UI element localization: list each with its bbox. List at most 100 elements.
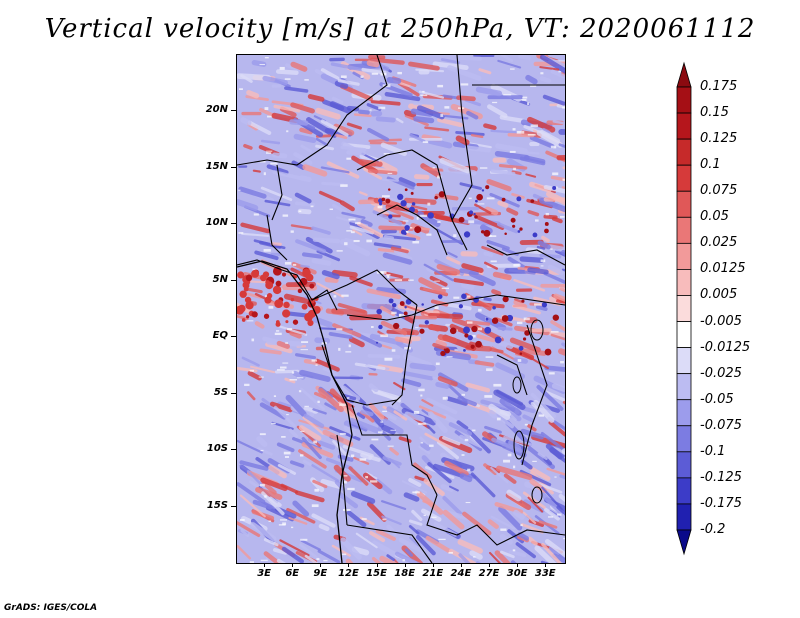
velocity-streak [401,480,428,494]
velocity-streak [368,402,385,420]
field-speckle [427,202,431,206]
field-speckle [540,259,546,263]
lat-tick-label: 5N [212,273,228,285]
convective-cell [419,328,425,334]
velocity-streak [321,270,340,280]
field-speckle [346,157,352,160]
convective-cell [237,271,245,279]
colorbar-level-label: 0.125 [700,131,738,147]
velocity-streak [332,440,353,461]
velocity-streak [542,127,551,134]
field-speckle [564,456,565,459]
convective-cell [502,296,509,303]
field-speckle [339,403,347,406]
velocity-streak [366,60,380,68]
velocity-streak [314,358,340,372]
field-speckle [509,150,516,153]
velocity-streak [237,482,266,504]
field-speckle [534,303,542,306]
lon-tick-label: 9E [313,568,328,579]
lat-tick-label: 15N [205,160,228,172]
velocity-streak [358,191,368,197]
velocity-streak [263,501,276,510]
field-speckle [387,445,394,447]
colorbar-top-arrow [676,61,692,88]
field-speckle [540,265,544,267]
velocity-streak [377,248,399,253]
velocity-streak [369,333,404,346]
field-speckle [340,553,347,556]
colorbar-level-label: -0.0125 [700,339,751,355]
velocity-streak [354,362,386,370]
convective-cell [427,212,434,219]
velocity-streak [346,510,367,528]
lat-tick-label: 10N [205,217,228,229]
convective-cell [463,326,471,334]
velocity-streak [398,177,416,187]
convective-cell [522,337,527,341]
convective-cell [504,232,507,236]
field-speckle [366,239,372,243]
field-speckle [378,106,386,110]
field-speckle [387,275,390,278]
lon-tick-mark [517,563,519,567]
velocity-streak [464,145,491,153]
velocity-streak [437,117,463,128]
velocity-streak [306,117,338,138]
field-speckle [300,538,308,541]
velocity-streak [337,492,359,509]
field-speckle [271,422,276,425]
field-speckle [340,75,347,79]
velocity-streak [492,271,512,281]
velocity-streak [356,412,366,420]
country-border [521,324,548,466]
lon-tick-mark [348,563,350,567]
field-speckle [470,334,476,338]
field-speckle [517,359,522,362]
velocity-streak [368,383,379,393]
velocity-streak [240,529,250,538]
velocity-streak [403,109,417,118]
field-speckle [444,106,450,109]
country-border [346,524,433,563]
field-speckle [422,141,429,144]
velocity-streak [558,493,565,503]
field-speckle [336,328,343,331]
velocity-streak [237,199,259,211]
velocity-streak [423,478,445,496]
field-speckle [422,90,425,93]
field-speckle [460,83,469,86]
field-speckle [500,528,507,531]
convective-cell [245,274,253,282]
velocity-streak [367,169,398,175]
velocity-streak [490,129,518,134]
velocity-streak [458,553,471,563]
velocity-streak [273,405,296,428]
velocity-streak [489,409,514,429]
field-speckle [249,369,255,372]
field-speckle [238,189,241,191]
velocity-streak [241,356,260,367]
field-speckle [360,75,364,78]
field-speckle [448,551,453,554]
velocity-streak [302,416,325,435]
velocity-streak [383,234,394,240]
velocity-streak [401,378,422,388]
velocity-streak [542,389,565,403]
velocity-streak [466,429,491,454]
velocity-streak [556,505,565,516]
convective-cell [404,305,407,309]
velocity-streak [545,443,563,460]
convective-cell [263,313,270,319]
velocity-streak [385,206,414,220]
velocity-streak [340,537,362,560]
velocity-streak [250,522,277,542]
velocity-streak [506,489,522,502]
colorbar-swatch [676,347,692,375]
field-speckle [478,297,484,300]
convective-cell [440,350,446,356]
field-speckle [554,476,557,478]
field-speckle [380,334,388,338]
field-speckle [345,351,352,353]
convective-cell [290,297,295,302]
